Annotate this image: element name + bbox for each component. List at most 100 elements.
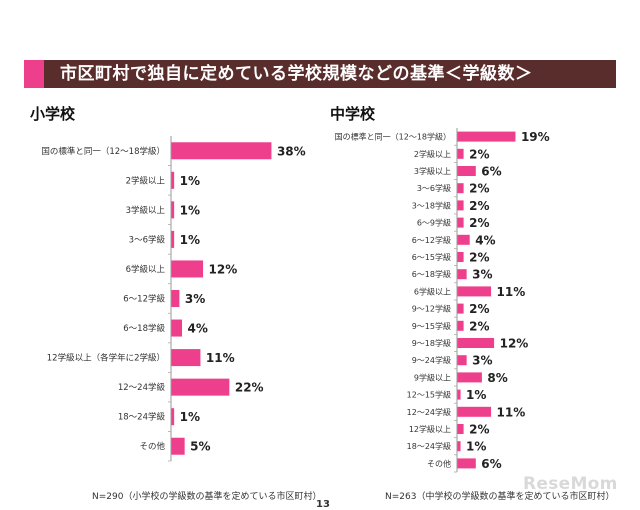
elem-category-label: その他 (139, 441, 165, 452)
jhs-bar (457, 372, 482, 383)
page-number: 13 (316, 499, 330, 510)
elem-bar (171, 142, 272, 160)
jhs-bar (457, 269, 467, 280)
elem-bar (171, 260, 204, 278)
jhs-bar (457, 234, 470, 245)
jhs-value-label: 2% (469, 319, 489, 333)
jhs-category-label: 2学級以上 (414, 149, 451, 159)
elem-bar (171, 319, 183, 337)
jhs-value-label: 8% (487, 371, 507, 385)
jhs-value-label: 12% (500, 337, 529, 351)
jhs-value-label: 2% (469, 251, 489, 265)
jhs-bar (457, 355, 467, 366)
jhs-bar (457, 200, 464, 211)
jhs-value-label: 1% (466, 440, 486, 454)
elem-bar (171, 378, 230, 396)
elem-value-label: 1% (180, 233, 200, 247)
jhs-value-label: 2% (469, 182, 489, 196)
jhs-value-label: 11% (497, 405, 526, 419)
jhs-category-label: 6～9学級 (417, 218, 451, 228)
elem-category-label: 6～12学級 (123, 294, 165, 305)
jhs-category-label: 9学級以上 (414, 372, 451, 382)
junior-high-chart-title: 中学校 (330, 105, 376, 123)
elem-value-label: 4% (188, 322, 208, 336)
jhs-bar (457, 389, 461, 400)
jhs-value-label: 2% (469, 216, 489, 230)
jhs-bar (457, 286, 492, 297)
elem-value-label: 1% (180, 410, 200, 424)
jhs-category-label: 12学級以上 (409, 424, 451, 434)
jhs-bar (457, 217, 464, 228)
jhs-bar (457, 303, 464, 314)
jhs-bar (457, 131, 516, 142)
elem-category-label: 12～24学級 (118, 382, 166, 393)
elem-bar (171, 349, 201, 367)
jhs-value-label: 4% (475, 233, 495, 247)
jhs-category-label: 国の標準と同一（12～18学級） (335, 132, 451, 142)
jhs-value-label: 6% (481, 457, 501, 471)
elem-value-label: 11% (206, 351, 235, 365)
elem-bar (171, 437, 185, 455)
elem-category-label: 6学級以上 (126, 264, 166, 275)
jhs-bar (457, 406, 492, 417)
elem-bar (171, 171, 175, 189)
elem-category-label: 18～24学級 (118, 412, 166, 423)
jhs-chart: 国の標準と同一（12～18学級） 19% 2学級以上 2% 3学級以上 6% 3～6学級 2%… (335, 128, 550, 473)
jhs-value-label: 3% (472, 354, 492, 368)
jhs-category-label: 9～24学級 (412, 355, 451, 365)
elem-bar (171, 201, 175, 219)
title-bar: 市区町村で独自に定めている学校規模などの基準＜学級数＞ (24, 60, 616, 88)
elem-value-label: 1% (180, 174, 200, 188)
jhs-bar (457, 183, 464, 194)
page-title: 市区町村で独自に定めている学校規模などの基準＜学級数＞ (60, 64, 533, 84)
resemom-logo: ReseMom (523, 474, 618, 494)
jhs-category-label: 9～15学級 (412, 321, 451, 331)
jhs-value-label: 11% (497, 285, 526, 299)
jhs-value-label: 3% (472, 268, 492, 282)
elem-value-label: 38% (277, 144, 306, 158)
elem-value-label: 12% (209, 262, 238, 276)
jhs-value-label: 6% (481, 165, 501, 179)
jhs-bar (457, 458, 476, 469)
jhs-category-label: 6～12学級 (412, 235, 451, 245)
elem-category-label: 3～6学級 (129, 234, 166, 245)
jhs-bar (457, 252, 464, 262)
jhs-bar (457, 320, 464, 331)
elem-category-label: 12学級以上（各学年に2学級） (47, 353, 165, 364)
elementary-sample-note: N=290（小学校の学級数の基準を定めている市区町村） (92, 492, 322, 502)
jhs-bar (457, 148, 464, 159)
jhs-value-label: 19% (521, 130, 550, 144)
title-accent (24, 60, 44, 88)
elem-value-label: 3% (185, 292, 205, 306)
elem-value-label: 5% (190, 440, 210, 454)
elem-category-label: 2学級以上 (126, 175, 166, 186)
elem-chart: 国の標準と同一（12～18学級） 38% 2学級以上 1% 3学級以上 1% 3～6学級 1%… (41, 136, 306, 462)
jhs-bar (457, 166, 476, 176)
elem-value-label: 22% (235, 381, 264, 395)
jhs-category-label: 9～12学級 (412, 304, 451, 314)
jhs-category-label: 3～6学級 (417, 183, 451, 193)
elem-bar (171, 408, 175, 426)
jhs-bar (457, 338, 495, 348)
jhs-category-label: 6学級以上 (414, 286, 451, 296)
elem-bar (171, 230, 175, 248)
elem-category-label: 国の標準と同一（12～18学級） (41, 146, 165, 157)
elem-value-label: 1% (180, 203, 200, 217)
jhs-category-label: 3～18学級 (412, 200, 451, 210)
jhs-value-label: 2% (469, 147, 489, 161)
jhs-category-label: 18～24学級 (407, 441, 451, 451)
jhs-category-label: その他 (427, 458, 451, 468)
jhs-value-label: 2% (469, 423, 489, 437)
jhs-category-label: 12～15学級 (407, 390, 451, 400)
jhs-category-label: 6～15学級 (412, 252, 451, 262)
elem-category-label: 3学級以上 (126, 205, 166, 216)
jhs-category-label: 9～18学級 (412, 338, 451, 348)
elementary-chart-title: 小学校 (30, 105, 76, 123)
elem-bar (171, 290, 180, 307)
jhs-value-label: 1% (466, 388, 486, 402)
jhs-category-label: 3学級以上 (414, 166, 451, 176)
jhs-bar (457, 424, 464, 434)
jhs-bar (457, 441, 461, 452)
jhs-category-label: 12～24学級 (407, 407, 451, 417)
